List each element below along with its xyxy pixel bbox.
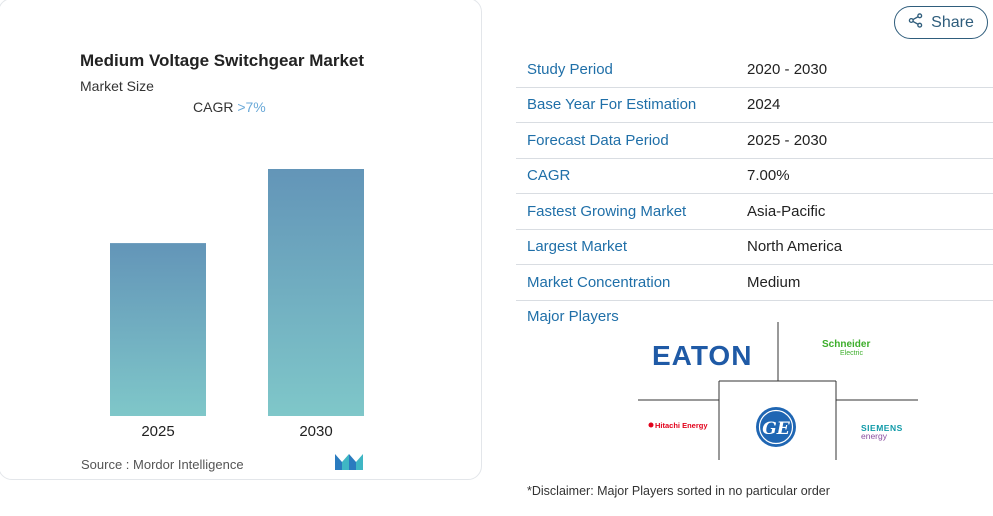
share-button[interactable]: Share [894,6,988,39]
source-label: Source : [81,457,130,472]
x-tick-label: 2025 [141,423,174,440]
major-players-label: Major Players [527,308,619,325]
siemens-energy-logo: SIEMENS energy [861,423,903,441]
mordor-intelligence-logo [335,454,363,475]
fact-key: Largest Market [516,229,747,265]
fact-value: North America [747,229,993,265]
market-size-card [0,0,482,480]
table-row: Forecast Data Period 2025 - 2030 [516,122,993,159]
source-value: Mordor Intelligence [133,457,244,472]
svg-text:SIEMENS: SIEMENS [861,423,903,433]
bar-2030 [268,169,364,416]
table-row: Study Period 2020 - 2030 [516,52,993,88]
table-row: Largest Market North America [516,229,993,265]
table-row: Market Concentration Medium [516,264,993,301]
disclaimer-text: *Disclaimer: Major Players sorted in no … [527,484,830,498]
svg-text:Schneider: Schneider [822,339,870,350]
table-row: Base Year For Estimation 2024 [516,87,993,123]
table-row: Fastest Growing Market Asia-Pacific [516,193,993,230]
bar-2025 [110,243,206,416]
fact-key: Base Year For Estimation [516,87,747,123]
fact-value: 2025 - 2030 [747,122,993,159]
chart-subtitle: Market Size [80,78,154,94]
eaton-logo-text: EATON [652,340,752,371]
bar-chart: 2025 2030 [110,169,364,440]
chart-title: Medium Voltage Switchgear Market [80,51,365,70]
fact-value: Medium [747,264,993,301]
fact-key: CAGR [516,158,747,194]
svg-text:Hitachi Energy: Hitachi Energy [655,421,708,430]
fact-value: 2024 [747,87,993,123]
market-facts-table: Study Period 2020 - 2030 Base Year For E… [516,52,993,301]
fact-value: 7.00% [747,158,993,194]
fact-value: Asia-Pacific [747,193,993,230]
fact-key: Study Period [516,52,747,88]
svg-text:GE: GE [762,419,791,439]
cagr-label: CAGR >7% [193,99,266,115]
svg-text:Electric: Electric [840,350,863,357]
fact-key: Market Concentration [516,264,747,301]
ge-logo: GE [756,407,796,447]
x-tick-label: 2030 [299,423,332,440]
eaton-logo: EATON [652,340,752,371]
fact-key: Fastest Growing Market [516,193,747,230]
fact-value: 2020 - 2030 [747,52,993,88]
share-label: Share [931,13,974,31]
schneider-electric-logo: Schneider Electric [822,339,870,357]
source-note: Source : Mordor Intelligence [81,457,244,472]
cagr-value: >7% [237,99,266,115]
share-icon [908,12,923,33]
table-row: CAGR 7.00% [516,158,993,194]
svg-text:energy: energy [861,431,888,441]
cagr-label-text: CAGR [193,99,234,115]
hitachi-energy-logo: Hitachi Energy [648,421,708,430]
fact-key: Forecast Data Period [516,122,747,159]
